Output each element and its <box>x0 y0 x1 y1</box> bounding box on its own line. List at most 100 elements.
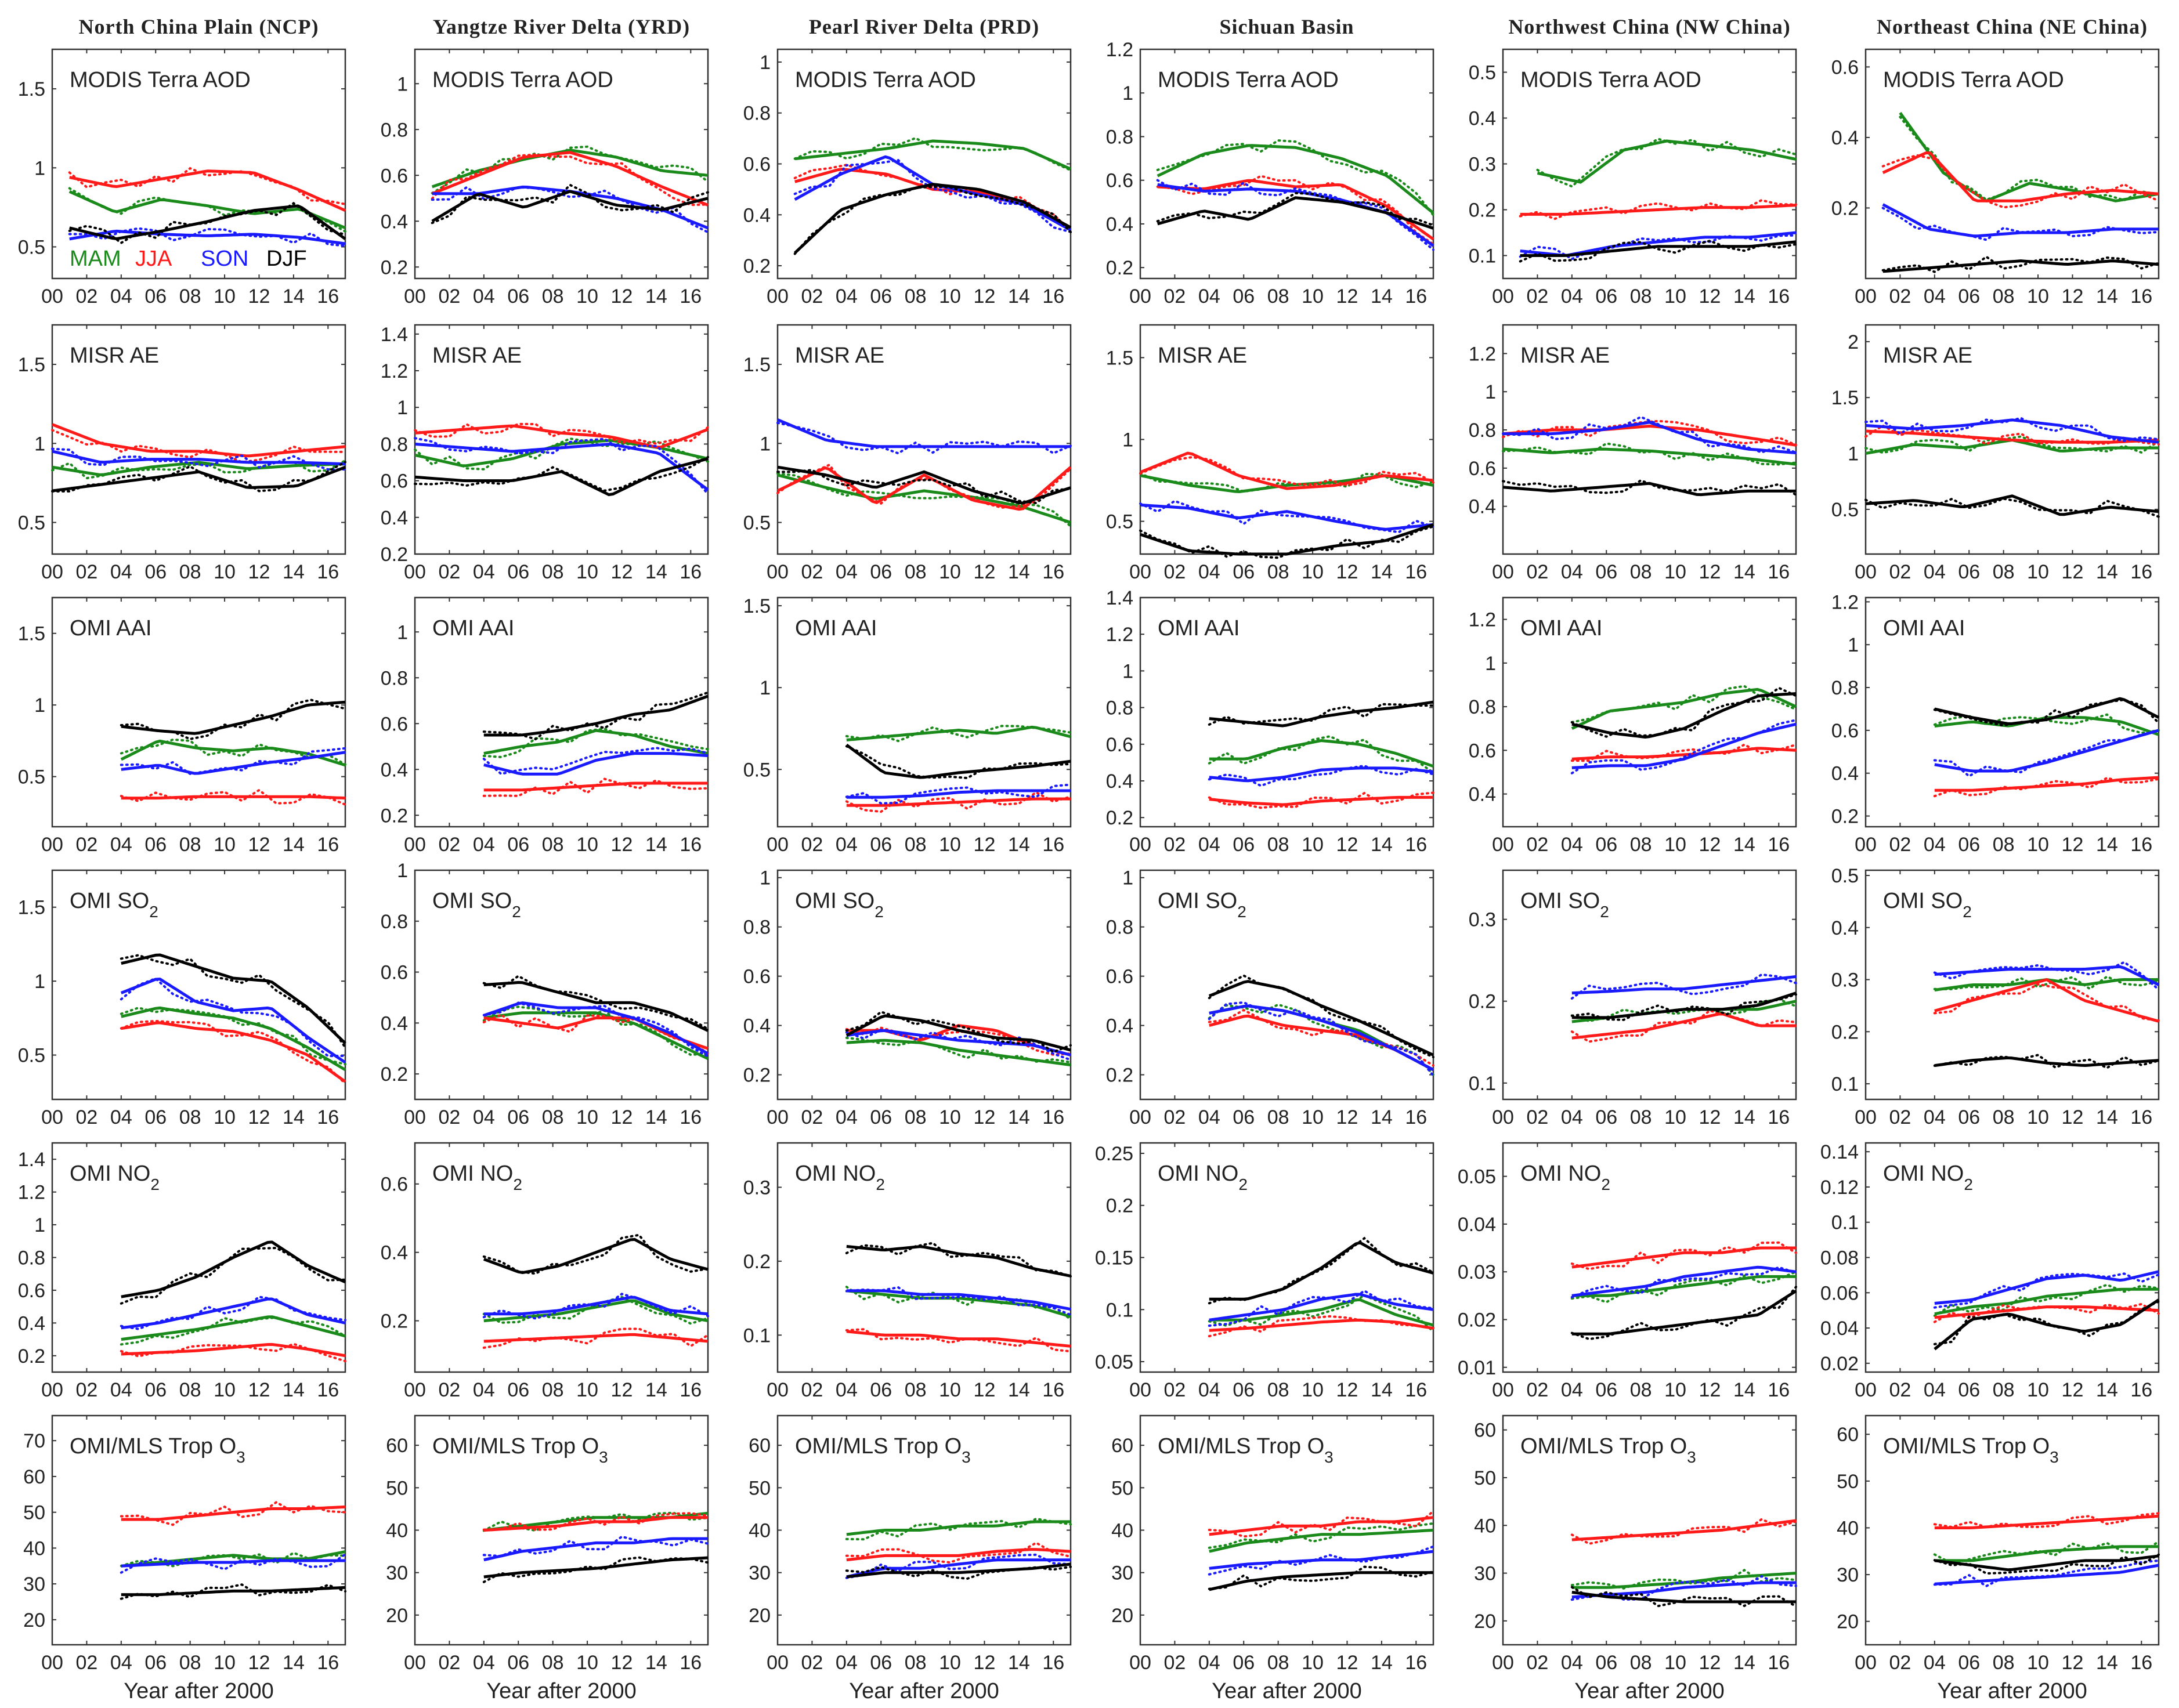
series-line-jja-seasonal <box>51 429 346 464</box>
x-axis-label: Year after 2000 <box>849 1679 999 1703</box>
x-tick-label: 00 <box>1855 1379 1877 1401</box>
x-tick-label: 08 <box>179 834 201 856</box>
x-tick-label: 02 <box>801 1106 823 1128</box>
x-tick-label: 10 <box>214 1106 236 1128</box>
x-tick-label: 04 <box>473 285 495 307</box>
x-tick-label: 10 <box>1664 1379 1686 1401</box>
series-line-djf-seasonal <box>1156 191 1434 227</box>
y-tick-label: 1.2 <box>1469 609 1496 631</box>
panel: 00 02 04 06 08 10 12 14 16 0.05 0.1 0.15 0.2 0.25 OMI … <box>1095 1142 1434 1401</box>
x-tick-label: 00 <box>1129 1652 1151 1674</box>
x-tick-label: 16 <box>1405 1379 1427 1401</box>
y-tick-label: 1.2 <box>1831 591 1859 613</box>
x-tick-label: 02 <box>801 1379 823 1401</box>
y-tick-label: 0.8 <box>743 103 771 125</box>
x-tick-label: 10 <box>576 1379 598 1401</box>
series-line-son-trend <box>483 1001 709 1055</box>
series-line-mam-seasonal <box>1864 435 2160 454</box>
x-tick-label: 04 <box>110 285 132 307</box>
y-tick-label: 0.4 <box>1106 214 1133 236</box>
y-tick-label: 60 <box>1837 1424 1859 1446</box>
series-line-mam-seasonal <box>1502 442 1797 466</box>
y-tick-label: 0.2 <box>1831 806 1859 828</box>
series-line-son-trend <box>1865 418 2159 444</box>
x-tick-label: 12 <box>1699 834 1721 856</box>
y-tick-label: 0.12 <box>1820 1177 1859 1199</box>
y-tick-label: 0.04 <box>1458 1214 1496 1236</box>
series-line-djf-trend <box>845 743 1071 779</box>
x-tick-label: 10 <box>214 1652 236 1674</box>
x-tick-label: 06 <box>870 1379 892 1401</box>
y-tick-label: 1 <box>397 621 408 643</box>
x-tick-label: 06 <box>1595 834 1617 856</box>
series-line-son-trend <box>1209 1004 1434 1072</box>
y-tick-label: 0.4 <box>18 1312 45 1334</box>
x-tick-label: 08 <box>905 1106 927 1128</box>
x-tick-label: 10 <box>576 561 598 583</box>
x-tick-label: 12 <box>2062 561 2084 583</box>
x-tick-label: 08 <box>1630 285 1652 307</box>
plot-frame <box>1864 48 2160 280</box>
plot-frame <box>1139 869 1434 1101</box>
x-tick-label: 04 <box>836 1106 858 1128</box>
column-title: Yangtze River Delta (YRD) <box>433 15 690 38</box>
x-tick-label: 16 <box>317 1652 339 1674</box>
x-tick-label: 12 <box>1336 1652 1358 1674</box>
plot-frame <box>51 596 346 828</box>
series-line-son-seasonal <box>845 1028 1072 1061</box>
x-tick-label: 10 <box>939 1379 961 1401</box>
series-line-mam-trend <box>1571 1275 1796 1297</box>
x-tick-label: 06 <box>1595 1379 1617 1401</box>
y-tick-label: 0.06 <box>1820 1282 1859 1304</box>
x-tick-label: 06 <box>144 1652 167 1674</box>
plot-frame <box>51 324 346 555</box>
y-tick-label: 0.2 <box>743 255 771 277</box>
x-tick-label: 16 <box>2130 1379 2152 1401</box>
series-line-jja-trend <box>1502 425 1797 447</box>
x-tick-label: 10 <box>1302 285 1324 307</box>
y-tick-label: 0.1 <box>743 1325 771 1347</box>
panel-title: MISR AE <box>70 343 159 368</box>
x-tick-label: 08 <box>1630 1106 1652 1128</box>
plot-frame <box>1502 1142 1797 1373</box>
x-tick-label: 00 <box>767 1106 789 1128</box>
x-tick-label: 00 <box>1855 561 1877 583</box>
x-tick-label: 00 <box>1492 1379 1514 1401</box>
y-tick-label: 0.3 <box>743 1177 771 1199</box>
x-tick-label: 16 <box>1042 834 1064 856</box>
series-line-son-seasonal <box>1139 500 1434 534</box>
series-line-mam-trend <box>483 1299 709 1323</box>
x-tick-label: 06 <box>1233 1652 1255 1674</box>
x-tick-label: 06 <box>870 285 892 307</box>
panel: 00 02 04 06 08 10 12 14 16 0.2 0.4 0.6 0.8 1 MODIS Ter… <box>381 48 709 307</box>
panel: 00 02 04 06 08 10 12 14 16 0.5 1 1.5 OMI AAI <box>743 595 1072 856</box>
x-tick-label: 14 <box>645 1379 667 1401</box>
column-title: North China Plain (NCP) <box>78 15 319 38</box>
panel: 00 02 04 06 08 10 12 14 16 0.5 1 1.5 MISR AE <box>1106 324 1434 583</box>
x-tick-label: 06 <box>144 834 167 856</box>
x-tick-label: 10 <box>214 1379 236 1401</box>
y-tick-label: 0.8 <box>381 911 408 933</box>
x-tick-label: 00 <box>1129 1379 1151 1401</box>
y-tick-label: 0.6 <box>381 165 408 187</box>
series-line-jja-trend <box>1209 1516 1434 1536</box>
x-tick-label: 04 <box>1924 561 1946 583</box>
y-tick-label: 0.1 <box>1831 1073 1859 1095</box>
series-line-mam-seasonal <box>1208 735 1434 774</box>
series-line-son-trend <box>1209 1550 1434 1570</box>
series-line-djf-trend <box>431 190 709 223</box>
y-tick-label: 50 <box>749 1477 771 1499</box>
panel-title: MISR AE <box>795 343 884 368</box>
y-tick-label: 0.5 <box>1106 511 1133 533</box>
x-tick-label: 02 <box>1889 1106 1911 1128</box>
y-tick-label: 20 <box>386 1605 408 1627</box>
series-line-jja-trend <box>431 151 709 207</box>
x-tick-label: 16 <box>2130 285 2152 307</box>
x-tick-label: 02 <box>801 561 823 583</box>
x-tick-label: 16 <box>1042 1652 1064 1674</box>
x-tick-label: 06 <box>1595 1106 1617 1128</box>
y-tick-label: 0.2 <box>743 1251 771 1273</box>
x-tick-label: 12 <box>248 561 270 583</box>
x-tick-label: 04 <box>836 1379 858 1401</box>
panel-title: OMI/MLS Trop O3 <box>432 1434 608 1466</box>
